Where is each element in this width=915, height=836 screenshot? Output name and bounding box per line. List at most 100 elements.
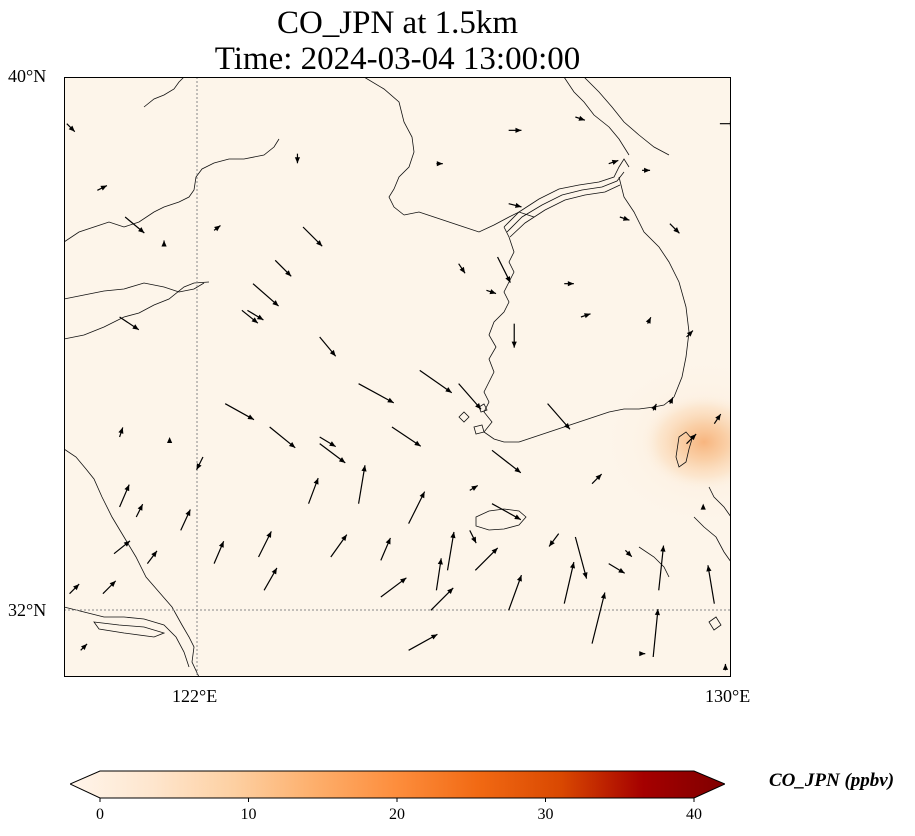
coast-yangtze-island bbox=[93, 621, 166, 638]
colorbar-label: CO_JPN (ppbv) bbox=[769, 770, 895, 791]
wind-arrow bbox=[508, 127, 522, 133]
wind-arrow bbox=[624, 549, 633, 558]
wind-arrow bbox=[80, 643, 88, 651]
wind-arrow bbox=[430, 587, 454, 611]
wind-arrow bbox=[706, 565, 715, 604]
wind-arrow bbox=[469, 530, 477, 544]
wind-arrow bbox=[241, 309, 259, 324]
wind-arrow bbox=[69, 583, 80, 595]
coast-kyushu-3 bbox=[638, 546, 670, 578]
island-jeju bbox=[475, 508, 527, 531]
colorbar-tick-label: 10 bbox=[240, 806, 257, 823]
coast-liaodong-peninsula bbox=[363, 77, 415, 216]
wind-arrow bbox=[146, 550, 158, 565]
wind-arrow bbox=[380, 577, 407, 598]
coast-korea-west bbox=[483, 226, 519, 443]
wind-arrow bbox=[591, 592, 606, 644]
wind-arrow bbox=[458, 263, 466, 274]
coast-liaoning-south bbox=[403, 211, 535, 233]
wind-arrow bbox=[639, 651, 646, 657]
wind-arrow bbox=[486, 289, 497, 295]
wind-arrow bbox=[391, 426, 422, 447]
wind-arrow bbox=[508, 202, 522, 208]
coast-kyushu-2 bbox=[693, 516, 731, 563]
wind-arrow bbox=[658, 545, 666, 591]
wind-arrow bbox=[308, 477, 319, 504]
wind-arrow bbox=[491, 449, 522, 474]
wind-arrow bbox=[180, 509, 191, 531]
wind-arrow bbox=[652, 608, 660, 658]
wind-arrow bbox=[668, 396, 674, 404]
coast-primorye bbox=[563, 77, 630, 156]
wind-arrow bbox=[608, 159, 619, 165]
wind-arrow bbox=[700, 503, 706, 510]
wind-arrow bbox=[213, 541, 225, 564]
co-plume-core bbox=[639, 392, 731, 492]
wind-arrow bbox=[274, 259, 292, 277]
lat-label-40n: 40°N bbox=[8, 66, 47, 86]
lon-label-122e: 122°E bbox=[172, 686, 218, 706]
coastlines bbox=[64, 77, 731, 677]
wind-arrow bbox=[713, 413, 722, 424]
wind-arrow bbox=[580, 313, 591, 319]
border-china-korea-3 bbox=[509, 184, 621, 238]
wind-arrow bbox=[722, 663, 729, 671]
wind-arrow bbox=[436, 161, 443, 167]
lon-label-130e: 130°E bbox=[705, 686, 751, 706]
wind-arrow bbox=[124, 216, 145, 234]
wind-arrow bbox=[419, 369, 453, 394]
colorbar-tick-label: 20 bbox=[389, 806, 405, 823]
wind-arrow bbox=[263, 567, 278, 591]
border-china-korea-2 bbox=[506, 171, 625, 233]
wind-arrow bbox=[119, 316, 140, 331]
coast-shandong bbox=[64, 281, 210, 340]
coast-yangtze bbox=[64, 606, 190, 668]
wind-arrow bbox=[118, 427, 124, 438]
wind-arrow bbox=[319, 443, 346, 464]
wind-arrow bbox=[113, 540, 131, 555]
wind-arrow bbox=[224, 403, 255, 421]
wind-arrow bbox=[669, 223, 680, 234]
wind-arrow bbox=[358, 383, 395, 404]
wind-arrow bbox=[491, 503, 522, 521]
wind-arrow bbox=[269, 426, 296, 449]
colorbar-gradient bbox=[70, 770, 725, 799]
wind-arrow bbox=[102, 580, 117, 595]
wind-arrow bbox=[575, 115, 586, 121]
wind-arrow bbox=[563, 561, 576, 604]
islands-goto bbox=[708, 616, 722, 631]
wind-arrow bbox=[302, 226, 323, 247]
wind-arrow bbox=[645, 316, 652, 324]
wind-arrow bbox=[330, 534, 348, 558]
wind-arrow bbox=[686, 330, 694, 338]
wind-arrow bbox=[408, 633, 438, 651]
map-plot-area bbox=[64, 77, 731, 677]
wind-arrow bbox=[458, 383, 482, 410]
coast-northeast bbox=[583, 77, 670, 156]
wind-arrow bbox=[161, 240, 167, 247]
wind-arrow bbox=[508, 574, 523, 611]
wind-arrow bbox=[547, 403, 571, 430]
wind-arrow bbox=[469, 485, 479, 491]
wind-arrow bbox=[135, 503, 144, 518]
wind-vectors bbox=[66, 115, 731, 671]
wind-arrow bbox=[66, 123, 76, 133]
wind-arrow bbox=[446, 531, 456, 571]
colorbar-tick-label: 40 bbox=[686, 806, 702, 823]
island-tsushima bbox=[675, 431, 693, 468]
wind-arrow bbox=[408, 491, 426, 524]
coast-kyushu bbox=[708, 486, 731, 518]
wind-arrow bbox=[119, 484, 130, 508]
wind-arrow bbox=[380, 537, 391, 561]
wind-arrow bbox=[591, 473, 603, 485]
wind-arrow bbox=[651, 403, 657, 411]
gridlines bbox=[64, 77, 731, 677]
coast-shandong-north bbox=[64, 282, 205, 300]
wind-arrow bbox=[196, 456, 204, 471]
coast-bohai bbox=[64, 138, 280, 243]
wind-arrow bbox=[97, 184, 108, 191]
colorbar-tick-label: 30 bbox=[537, 806, 554, 823]
wind-arrow bbox=[319, 336, 337, 357]
lat-label-32n: 32°N bbox=[8, 600, 47, 620]
wind-arrow bbox=[258, 531, 272, 558]
